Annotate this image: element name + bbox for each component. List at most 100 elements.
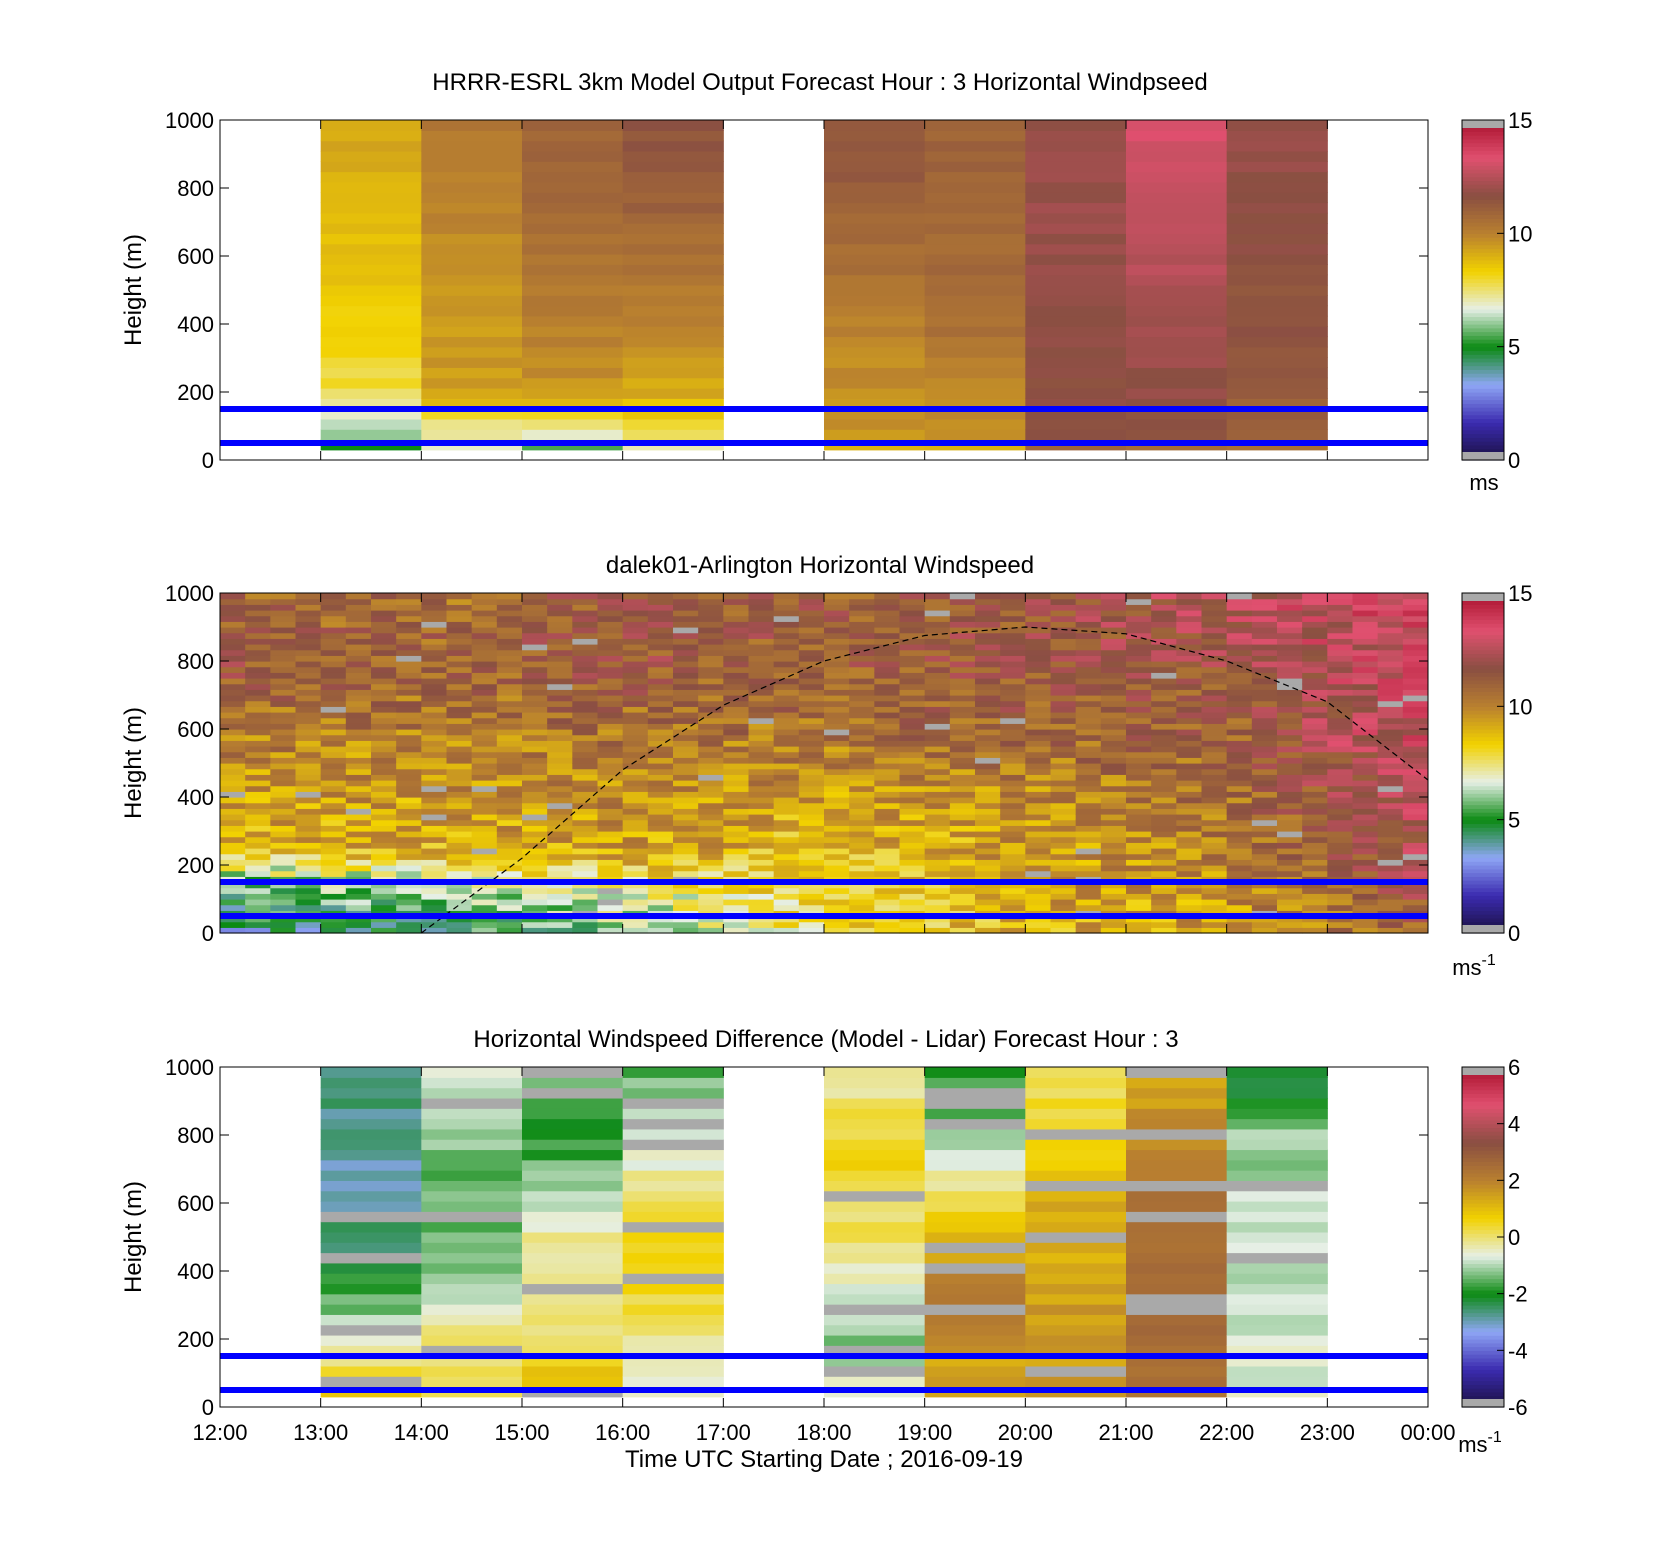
heatmap-cell [421,1304,523,1315]
heatmap-cell [1352,610,1379,617]
heatmap-cell [371,899,397,906]
heatmap-cell [1050,802,1077,809]
heatmap-cell [597,661,624,668]
heatmap-cell [1277,689,1303,696]
heatmap-cell [1100,661,1127,668]
heatmap-cell [924,1252,1026,1264]
heatmap-cell [345,859,372,866]
heatmap-cell [798,712,825,719]
heatmap-cell [345,695,372,702]
heatmap-cell [698,644,724,651]
colorbar-segment [1462,1206,1504,1212]
heatmap-cell [547,740,573,747]
heatmap-cell [1176,853,1202,860]
heatmap-cell [647,836,674,843]
heatmap-cell [622,644,649,651]
heatmap-cell [748,689,775,696]
heatmap-cell [1352,893,1379,900]
heatmap-cell [320,1159,422,1171]
heatmap-cell [874,808,900,815]
heatmap-cell [572,853,598,860]
heatmap-cell [949,689,976,696]
heatmap-cell [1176,802,1202,809]
heatmap-cell [1126,120,1228,131]
heatmap-cell [949,785,976,792]
heatmap-cell [522,904,548,911]
heatmap-cell [1000,819,1026,826]
heatmap-cell [1201,746,1228,753]
heatmap-cell [1126,1231,1228,1243]
heatmap-cell [824,791,850,798]
colorbar-segment [1462,426,1504,431]
heatmap-cell [396,615,422,622]
heatmap-cell [673,740,699,747]
heatmap-cell [320,604,347,611]
heatmap-cell [647,791,674,798]
heatmap-cell [371,700,397,707]
heatmap-cell [924,717,951,724]
heatmap-cell [824,853,850,860]
heatmap-cell [522,712,548,719]
heatmap-cell [522,797,548,804]
heatmap-cell [949,916,976,923]
heatmap-cell [1025,649,1051,656]
colorbar-segment [1462,747,1504,753]
heatmap-cell [723,785,749,792]
heatmap-cell [320,751,347,758]
heatmap-cell [1176,887,1202,894]
heatmap-cell [975,672,1001,679]
heatmap-cell [899,927,926,934]
difference-x-ticks: 12:00 13:00 14:00 15:00 16:00 17:00 18:00 19:00… [192,1067,1456,1445]
heatmap-cell [1075,717,1102,724]
heatmap-cell [295,836,322,843]
heatmap-cell [547,644,573,651]
heatmap-cell [924,253,1026,265]
heatmap-cell [622,927,649,934]
heatmap-cell [748,627,775,634]
heatmap-cell [295,797,322,804]
heatmap-cell [1151,649,1177,656]
colorbar-segment [1462,812,1504,817]
heatmap-cell [622,768,649,775]
heatmap-cell [698,785,724,792]
heatmap-cell [1025,357,1127,368]
heatmap-cell [446,797,473,804]
heatmap-cell [622,1334,724,1346]
heatmap-cell [1302,695,1328,702]
heatmap-cell [723,768,749,775]
heatmap-cell [421,1149,523,1161]
colorbar-segment [1462,634,1504,639]
heatmap-cell [522,666,548,673]
heatmap-cell [748,848,775,855]
colorbar-tick-label: 0 [1508,921,1520,946]
heatmap-cell [824,1211,926,1223]
colorbar-segment [1462,1074,1504,1079]
heatmap-cell [1151,627,1177,634]
heatmap-cell [547,904,573,911]
heatmap-cell [220,927,246,934]
heatmap-cell [824,326,926,338]
colorbar-segment [1462,1263,1504,1268]
heatmap-cell [270,757,296,764]
heatmap-cell [471,734,498,741]
heatmap-cell [396,627,422,634]
heatmap-cell [1302,610,1328,617]
heatmap-cell [1050,746,1077,753]
heatmap-cell [1251,717,1278,724]
heatmap-cell [1126,1324,1228,1336]
heatmap-cell [597,666,624,673]
heatmap-cell [698,734,724,741]
heatmap-cell [1000,887,1026,894]
heatmap-cell [924,785,951,792]
heatmap-cell [924,171,1026,183]
heatmap-cell [647,882,674,889]
heatmap-cell [1402,904,1429,911]
heatmap-cell [1000,610,1026,617]
heatmap-cell [371,598,397,605]
heatmap-cell [522,1376,624,1388]
heatmap-cell [849,695,875,702]
heatmap-cell [345,627,372,634]
heatmap-cell [1352,746,1379,753]
heatmap-cell [597,859,624,866]
heatmap-cell [622,1283,724,1295]
